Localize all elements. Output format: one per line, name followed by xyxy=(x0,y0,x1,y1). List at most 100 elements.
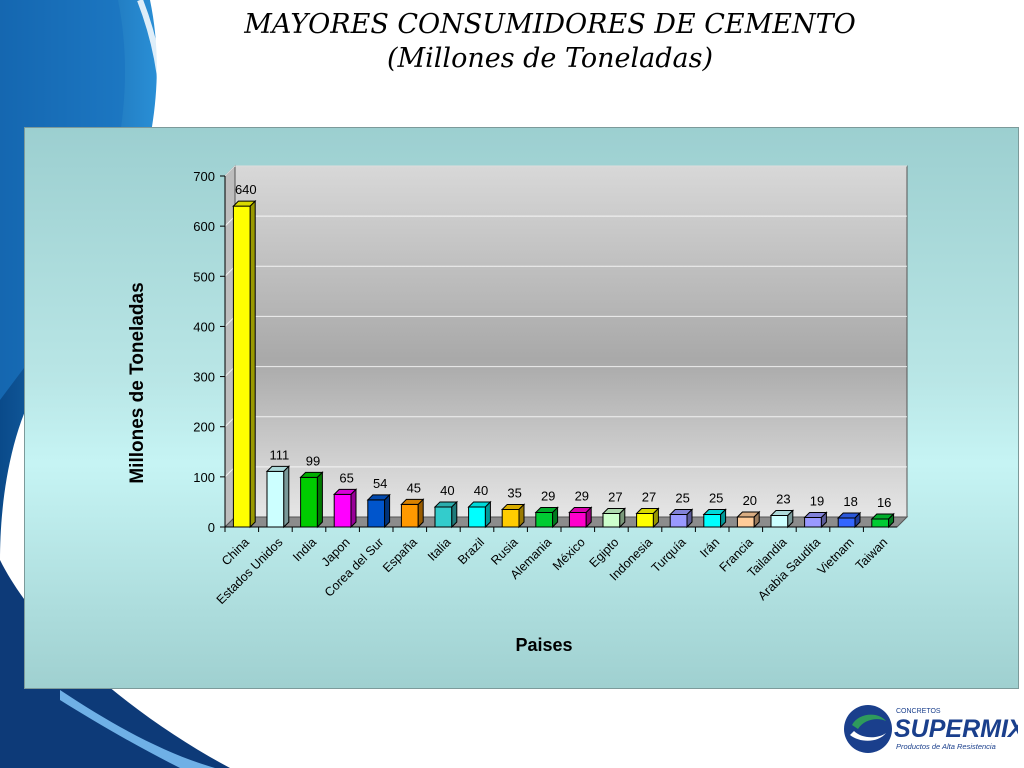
bar-side xyxy=(249,199,256,529)
y-tick-label: 200 xyxy=(193,420,215,435)
bar-side xyxy=(518,503,525,529)
slide-subtitle: (Millones de Toneladas) xyxy=(386,43,714,74)
data-labels: 640 111 99 65 54 45 40 40 35 29 29 27 27 25 25 20 23 19 18… xyxy=(235,182,891,510)
bar xyxy=(769,509,795,529)
x-category-label: México xyxy=(550,535,588,573)
bar xyxy=(568,506,593,529)
bar-front xyxy=(602,512,621,528)
bar-front xyxy=(669,513,688,528)
y-tick-label: 400 xyxy=(193,319,215,334)
logo-tagline: Productos de Alta Resistencia xyxy=(896,742,996,751)
data-label: 29 xyxy=(541,488,555,503)
data-label: 65 xyxy=(339,470,353,485)
bar-side xyxy=(316,471,323,529)
data-label: 27 xyxy=(642,489,656,504)
bar xyxy=(332,488,358,529)
bar-side xyxy=(417,498,424,529)
bar-side xyxy=(451,500,458,529)
bar-front xyxy=(434,506,453,528)
plot-back-wall xyxy=(234,165,908,518)
y-tick-label: 700 xyxy=(193,169,215,184)
bar xyxy=(870,512,895,529)
bar xyxy=(836,511,862,529)
bar-chart: 0 100 200 300 400 500 600 700 640 111 99 65 54 45 40 4… xyxy=(127,164,909,655)
data-label: 27 xyxy=(608,489,622,504)
gridline xyxy=(224,165,907,177)
bar-front xyxy=(837,517,856,528)
x-category-label: Turquía xyxy=(649,535,689,575)
data-label: 640 xyxy=(235,182,257,197)
x-category-label: India xyxy=(290,535,319,564)
data-label: 19 xyxy=(810,493,824,508)
slide-title: MAYORES CONSUMIDORES DE CEMENTO xyxy=(244,9,856,40)
bar-side xyxy=(283,465,290,529)
bar-front xyxy=(468,506,486,528)
y-tick-label: 500 xyxy=(193,269,215,284)
data-label: 23 xyxy=(776,491,790,506)
data-label: 40 xyxy=(440,483,454,498)
data-label: 111 xyxy=(270,447,290,462)
bar xyxy=(265,465,291,529)
bar xyxy=(803,511,828,529)
bar-side xyxy=(619,507,626,529)
data-label: 35 xyxy=(507,485,521,500)
bar-front xyxy=(770,514,789,528)
bar xyxy=(702,508,727,529)
data-label: 16 xyxy=(877,495,891,510)
x-category-label: Irán xyxy=(697,535,722,560)
bar-front xyxy=(501,508,520,528)
bar-front xyxy=(568,511,587,528)
data-label: 25 xyxy=(709,490,723,505)
data-label: 54 xyxy=(373,476,387,491)
x-category-label: España xyxy=(380,535,420,575)
bar-front xyxy=(703,513,722,528)
bar-side xyxy=(652,507,659,529)
data-label: 99 xyxy=(306,453,320,468)
bar-side xyxy=(484,500,491,529)
bar-side xyxy=(585,506,592,529)
supermix-logo: CONCRETOS SUPERMIX Productos de Alta Res… xyxy=(844,705,1018,753)
bar xyxy=(467,500,492,529)
bar-side xyxy=(753,510,760,529)
bar-side xyxy=(552,506,559,529)
bar-side xyxy=(384,493,391,529)
bar-front xyxy=(871,518,890,528)
bar-side xyxy=(787,509,794,529)
y-tick-label: 0 xyxy=(208,520,215,535)
x-axis-label: Paises xyxy=(515,635,572,655)
data-label: 20 xyxy=(743,493,757,508)
bar-front xyxy=(736,516,755,528)
bar xyxy=(366,493,391,529)
bar-side xyxy=(720,508,727,529)
bar-front xyxy=(535,511,554,528)
logo-emblem xyxy=(844,705,892,753)
logo-small-text: CONCRETOS xyxy=(896,708,941,715)
bar xyxy=(500,503,526,529)
x-category-label: Corea del Sur xyxy=(322,535,386,599)
data-label: 40 xyxy=(474,483,488,498)
bar-front xyxy=(804,516,822,528)
x-category-label: Taiwan xyxy=(853,535,890,572)
y-tick-label: 300 xyxy=(193,370,215,385)
bar-side xyxy=(820,511,827,529)
bar xyxy=(433,500,459,529)
bar-front xyxy=(400,503,419,528)
bar-front xyxy=(333,493,352,528)
data-label: 25 xyxy=(675,490,689,505)
logo-brand: SUPERMIX xyxy=(894,715,1018,743)
y-tick-label: 100 xyxy=(193,470,215,485)
data-label: 45 xyxy=(407,480,421,495)
bar xyxy=(668,508,694,529)
bar xyxy=(400,498,425,529)
bar-front xyxy=(636,512,654,528)
x-category-label: Italia xyxy=(425,535,454,564)
y-axis-label: Millones de Toneladas xyxy=(127,282,148,483)
chart-panel: 0 100 200 300 400 500 600 700 640 111 99 65 54 45 40 4… xyxy=(24,127,1019,689)
bar xyxy=(736,510,761,529)
bar-side xyxy=(350,488,357,529)
bottom-blue-swoosh xyxy=(0,560,230,768)
bar xyxy=(635,507,660,529)
bar-front xyxy=(266,470,285,528)
bar-front xyxy=(300,476,318,528)
